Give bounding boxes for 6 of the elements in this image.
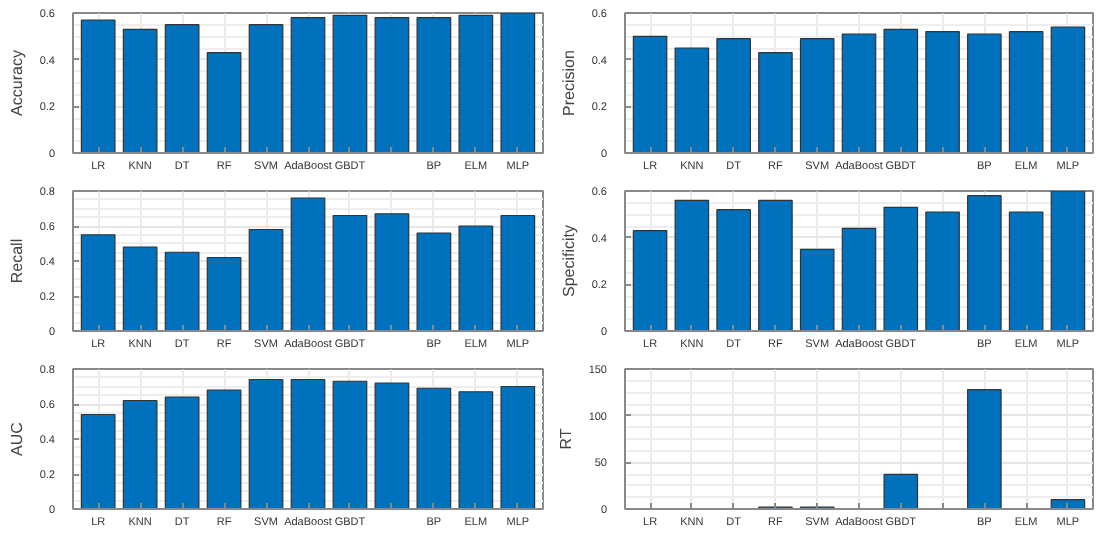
y-axis-title: Accuracy <box>7 50 26 116</box>
y-axis-title: Specificity <box>559 224 578 298</box>
y-axis-title: Recall <box>7 238 26 284</box>
y-axis-title: AUC <box>7 421 26 456</box>
y-axis-title: Precision <box>559 50 578 116</box>
y-axis-title: RT <box>556 428 575 450</box>
